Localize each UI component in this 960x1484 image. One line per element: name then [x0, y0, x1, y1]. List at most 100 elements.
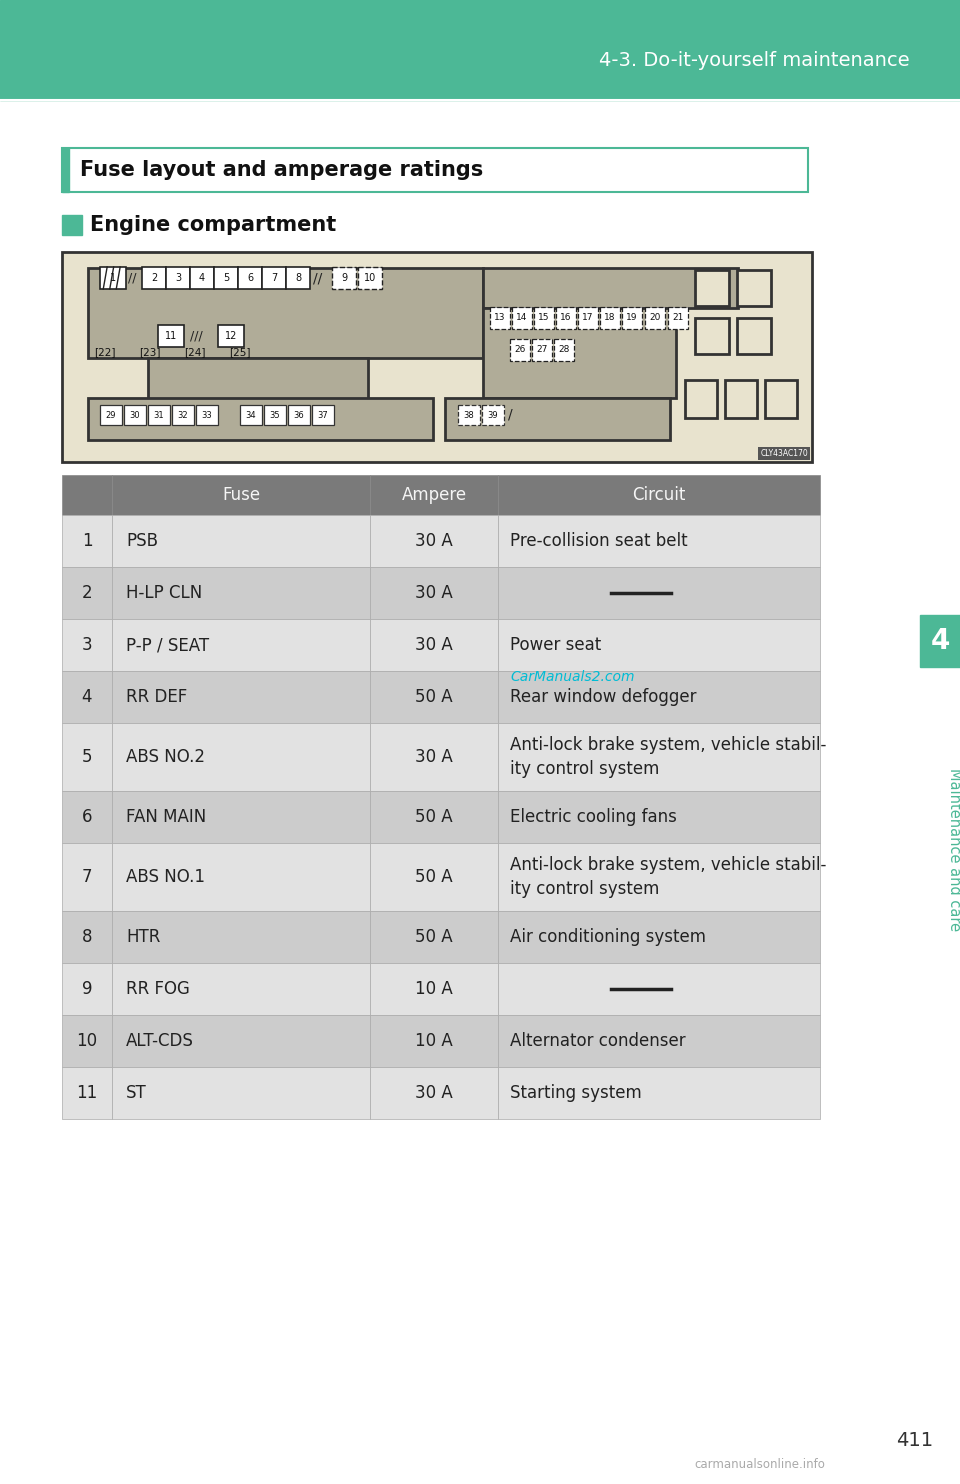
Bar [483, 269, 738, 309]
Bar [498, 911, 820, 963]
Bar [370, 911, 498, 963]
Bar [370, 791, 498, 843]
Text: ity control system: ity control system [510, 760, 660, 778]
Text: 11: 11 [77, 1083, 98, 1103]
Bar [498, 843, 820, 911]
Bar [737, 270, 771, 306]
Text: 50 A: 50 A [415, 807, 453, 827]
Text: Engine compartment: Engine compartment [90, 215, 336, 234]
Bar [62, 911, 112, 963]
Bar [62, 215, 82, 234]
Bar [190, 267, 214, 289]
Bar [498, 619, 820, 671]
Bar [148, 405, 170, 424]
Text: 36: 36 [294, 411, 304, 420]
Bar [685, 380, 717, 418]
Bar [483, 309, 676, 398]
Bar [370, 723, 498, 791]
Text: 32: 32 [178, 411, 188, 420]
Text: 50 A: 50 A [415, 689, 453, 706]
Text: 11: 11 [165, 331, 178, 341]
Bar [498, 475, 820, 515]
Bar [498, 1067, 820, 1119]
Text: 14: 14 [516, 313, 528, 322]
Text: /: / [508, 408, 513, 421]
Bar [124, 405, 146, 424]
Text: 10: 10 [364, 273, 376, 283]
Bar [100, 405, 122, 424]
Bar [458, 405, 480, 424]
Bar [288, 405, 310, 424]
Text: Ampere: Ampere [401, 485, 467, 505]
Bar [370, 671, 498, 723]
Bar [286, 267, 310, 289]
Text: 15: 15 [539, 313, 550, 322]
Text: ABS NO.2: ABS NO.2 [126, 748, 205, 766]
Bar [725, 380, 757, 418]
Text: //: // [313, 272, 323, 285]
Bar [240, 405, 262, 424]
Bar [556, 307, 576, 329]
Text: HTR: HTR [126, 928, 160, 945]
Bar [100, 267, 126, 289]
Bar [112, 723, 370, 791]
Bar [737, 318, 771, 355]
Text: [24]: [24] [184, 347, 205, 358]
Text: 30 A: 30 A [415, 748, 453, 766]
Bar [112, 475, 370, 515]
Text: 6: 6 [247, 273, 253, 283]
Bar [600, 307, 620, 329]
Bar [62, 723, 112, 791]
Bar [370, 567, 498, 619]
Bar [88, 269, 483, 358]
Text: 30 A: 30 A [415, 585, 453, 603]
Bar [88, 398, 433, 439]
Text: Power seat: Power seat [510, 637, 601, 654]
Bar [332, 267, 356, 289]
Bar [62, 515, 112, 567]
Text: 34: 34 [246, 411, 256, 420]
Text: 28: 28 [559, 346, 569, 355]
Text: 10 A: 10 A [415, 979, 453, 999]
Bar [510, 338, 530, 361]
Text: 1: 1 [82, 531, 92, 551]
Text: Fuse layout and amperage ratings: Fuse layout and amperage ratings [80, 160, 483, 180]
Text: 2: 2 [151, 273, 157, 283]
Text: 30 A: 30 A [415, 531, 453, 551]
Bar [112, 515, 370, 567]
Bar [482, 405, 504, 424]
Bar [62, 791, 112, 843]
Bar [262, 267, 286, 289]
Text: PSB: PSB [126, 531, 158, 551]
Bar [62, 619, 112, 671]
Text: 29: 29 [106, 411, 116, 420]
Text: 26: 26 [515, 346, 526, 355]
Text: 9: 9 [82, 979, 92, 999]
Text: 10 A: 10 A [415, 1031, 453, 1051]
Text: RR FOG: RR FOG [126, 979, 190, 999]
Text: 35: 35 [270, 411, 280, 420]
Bar [0, 0, 960, 99]
Bar [498, 567, 820, 619]
Bar [554, 338, 574, 361]
Bar [214, 267, 238, 289]
Text: carmanualsonline.info: carmanualsonline.info [695, 1459, 826, 1472]
Text: Fuse: Fuse [222, 485, 260, 505]
Bar [512, 307, 532, 329]
Text: 8: 8 [82, 928, 92, 945]
Text: 5: 5 [82, 748, 92, 766]
Text: 39: 39 [488, 411, 498, 420]
Text: Circuit: Circuit [633, 485, 685, 505]
Text: 12: 12 [225, 331, 237, 341]
Text: 4-3. Do-it-yourself maintenance: 4-3. Do-it-yourself maintenance [599, 50, 910, 70]
Bar [695, 318, 729, 355]
Bar [370, 515, 498, 567]
Text: 38: 38 [464, 411, 474, 420]
Bar [62, 671, 112, 723]
Text: Rear window defogger: Rear window defogger [510, 689, 697, 706]
Bar [370, 475, 498, 515]
Text: [22]: [22] [94, 347, 116, 358]
Bar [645, 307, 665, 329]
Bar [62, 148, 808, 191]
Bar [622, 307, 642, 329]
